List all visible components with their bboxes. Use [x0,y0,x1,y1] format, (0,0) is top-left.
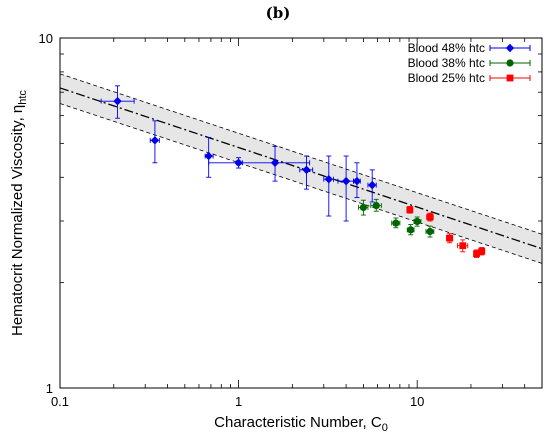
data-point [372,202,380,210]
data-point [392,219,400,227]
data-point-group [370,198,382,212]
data-point [413,217,421,226]
data-point [406,206,414,214]
series-1 [100,85,377,222]
legend-label: Blood 25% htc [408,71,485,85]
data-point-group [299,155,314,190]
fit-line-layer [59,87,543,250]
data-point-group [323,155,334,217]
data-point-group [367,169,377,203]
data-point-group [358,199,369,216]
data-point [324,174,333,184]
data-point [473,250,480,258]
y-axis-title-subscript: htc [17,90,29,105]
y-axis-title: Hematocrit Normalized Viscosity, ηhtc [9,90,29,336]
data-point-group [149,120,160,164]
x-tick-label: 10 [410,394,424,409]
data-point [352,176,362,186]
legend-item: Blood 25% htc [408,71,531,85]
x-tick-label: 0.1 [51,394,69,409]
data-point [341,176,351,186]
data-point-group [406,206,414,214]
confidence-band-upper-line [59,73,543,235]
data-point [150,136,160,145]
data-point [459,242,467,250]
x-axis-title-main: Characteristic Number, C [214,414,382,431]
data-point-group [100,85,135,119]
data-point-group [426,212,434,222]
data-point [368,180,377,190]
legend-item: Blood 38% htc [408,56,531,70]
y-tick-label: 1 [46,381,53,396]
data-point-group [413,216,422,227]
series-2 [358,198,435,238]
data-point [270,158,280,167]
data-point-group [204,136,214,178]
x-tick-label: 1 [235,394,242,409]
data-point-group [425,225,435,238]
data-point-group [208,145,311,182]
data-points-layer [100,85,486,258]
data-point-group [406,224,415,236]
data-point-group [478,247,486,256]
y-axis-title-main: Hematocrit Normalized Viscosity, η [9,105,26,336]
legend-label: Blood 38% htc [408,56,485,70]
legend-marker [506,59,514,67]
confidence-band-layer [59,73,543,264]
legend-marker [506,74,514,82]
panel-label: (b) [266,4,291,22]
data-point [426,213,434,221]
x-axis-title-subscript: 0 [382,422,388,434]
data-point [407,226,415,234]
data-point [204,151,213,161]
fit-line [59,87,543,250]
series-3 [406,206,486,258]
data-point-group [337,155,354,222]
data-point-group [391,217,401,229]
data-point-group [352,162,362,199]
plot-frame [59,37,543,389]
data-point [113,96,122,106]
data-point-group [456,239,469,253]
data-point-group [446,233,454,244]
confidence-band-fill [60,73,542,264]
confidence-band-lower-line [59,103,543,264]
data-point [359,203,368,212]
axis-ticks-layer [59,37,543,389]
data-point [446,234,454,242]
x-axis-title: Characteristic Number, C0 [214,414,388,434]
legend-label: Blood 48% htc [408,41,485,55]
data-point [478,247,486,255]
legend-marker [505,43,515,53]
data-point [302,165,311,175]
legend-item: Blood 48% htc [408,41,531,55]
y-tick-label: 10 [39,31,53,46]
data-point [426,227,434,236]
